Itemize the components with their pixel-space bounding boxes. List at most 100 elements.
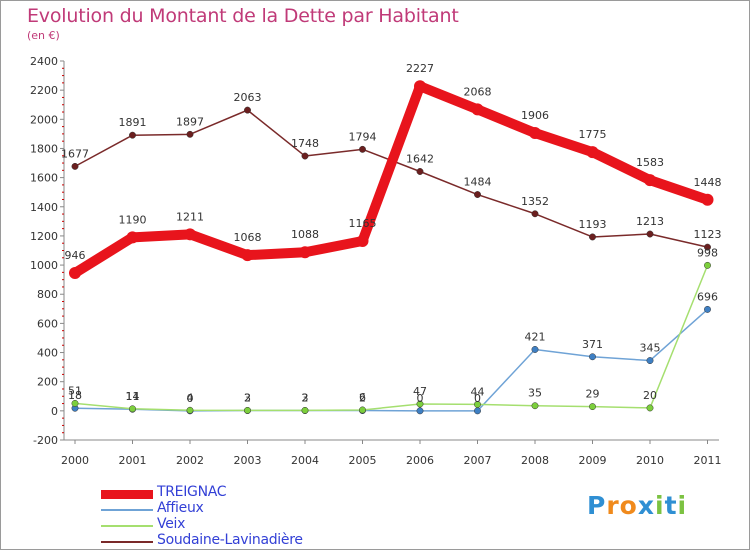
data-point-soudaine-lavinadi-re <box>71 162 79 170</box>
data-point-veix <box>186 406 194 414</box>
y-tick-label: 2200 <box>30 84 58 97</box>
proxiti-logo: Proxiti <box>587 491 687 520</box>
y-tick-label: 2000 <box>30 113 58 126</box>
series-line-affieux <box>74 308 709 412</box>
data-label-affieux: 345 <box>640 342 661 355</box>
data-point-veix <box>646 404 654 412</box>
data-label-affieux: 2 <box>359 392 366 405</box>
data-point-veix <box>244 406 251 414</box>
y-tick-label: 200 <box>37 376 58 389</box>
data-label-soudaine-lavinadi-re: 1352 <box>521 195 549 208</box>
legend-label: Veix <box>157 516 186 532</box>
data-point-treignac <box>126 231 139 244</box>
data-label-treignac: 1775 <box>579 128 607 141</box>
data-label-soudaine-lavinadi-re: 1677 <box>61 147 89 160</box>
x-tick-label: 2010 <box>636 454 664 467</box>
data-point-soudaine-lavinadi-re <box>531 210 539 218</box>
x-tick-label: 2004 <box>291 454 319 467</box>
data-label-veix: 29 <box>586 388 600 401</box>
data-label-affieux: 421 <box>525 330 546 343</box>
data-label-veix: 4 <box>187 391 194 404</box>
legend-swatch <box>101 525 153 527</box>
data-point-treignac <box>586 146 599 159</box>
x-tick-label: 2009 <box>579 454 607 467</box>
data-label-treignac: 1190 <box>119 213 147 226</box>
x-tick-label: 2002 <box>176 454 204 467</box>
data-label-veix: 20 <box>643 389 657 402</box>
data-label-veix: 47 <box>413 385 427 398</box>
legend-swatch <box>101 509 153 511</box>
chart-title: Evolution du Montant de la Dette par Hab… <box>27 5 459 27</box>
y-tick-label: 1400 <box>30 201 58 214</box>
data-label-treignac: 1906 <box>521 109 549 122</box>
series-line-soudaine-lavinadi-re <box>74 109 709 248</box>
logo-letter: i <box>655 491 665 520</box>
x-tick-label: 2000 <box>61 454 89 467</box>
y-tick-label: 1800 <box>30 142 58 155</box>
data-label-veix: 3 <box>244 391 251 404</box>
data-point-affieux <box>416 407 424 415</box>
data-label-veix: 35 <box>528 387 542 400</box>
data-point-veix <box>589 403 596 411</box>
data-point-treignac <box>356 235 369 248</box>
data-label-treignac: 1448 <box>694 176 722 189</box>
data-point-treignac <box>471 103 484 116</box>
y-tick-label: 1000 <box>30 259 58 272</box>
legend-label: Affieux <box>157 500 204 516</box>
data-point-soudaine-lavinadi-re <box>474 191 481 198</box>
data-point-soudaine-lavinadi-re <box>646 230 654 238</box>
data-label-soudaine-lavinadi-re: 1193 <box>579 218 607 231</box>
data-point-affieux <box>531 346 539 353</box>
y-tick-label: 400 <box>37 347 58 360</box>
x-tick-label: 2006 <box>406 454 434 467</box>
logo-letter: o <box>619 491 638 520</box>
data-point-soudaine-lavinadi-re <box>244 106 251 114</box>
data-label-soudaine-lavinadi-re: 1642 <box>406 152 434 165</box>
legend-label: Soudaine-Lavinadière <box>157 532 303 548</box>
data-point-veix <box>474 400 481 408</box>
data-label-soudaine-lavinadi-re: 1213 <box>636 215 664 228</box>
data-point-soudaine-lavinadi-re <box>589 233 596 241</box>
data-point-treignac <box>69 266 81 279</box>
y-tick-label: 2400 <box>30 55 58 68</box>
data-point-affieux <box>646 357 654 365</box>
data-label-veix: 14 <box>126 390 140 403</box>
data-label-veix: 51 <box>68 384 82 397</box>
data-point-soudaine-lavinadi-re <box>416 168 424 175</box>
logo-letter: P <box>587 491 607 520</box>
x-tick-label: 2011 <box>694 454 722 467</box>
data-label-affieux: 0 <box>417 392 424 405</box>
data-label-treignac: 2227 <box>406 62 434 75</box>
logo-letter: i <box>677 491 688 520</box>
data-label-treignac: 1583 <box>636 156 664 169</box>
data-label-treignac: 1088 <box>291 228 319 241</box>
chart-subtitle: (en €) <box>27 29 60 42</box>
data-label-affieux: 18 <box>68 389 82 402</box>
data-point-veix <box>704 261 711 269</box>
y-tick-label: 1200 <box>30 230 58 243</box>
series-line-treignac <box>70 81 713 278</box>
data-label-treignac: 2068 <box>464 85 492 98</box>
data-label-veix: 998 <box>697 246 718 259</box>
data-point-soudaine-lavinadi-re <box>129 131 136 139</box>
data-label-soudaine-lavinadi-re: 1897 <box>176 115 204 128</box>
data-label-affieux: 371 <box>582 338 603 351</box>
data-point-soudaine-lavinadi-re <box>301 152 309 160</box>
data-label-treignac: 1211 <box>176 210 204 223</box>
data-point-veix <box>301 406 309 414</box>
data-point-affieux <box>589 353 596 361</box>
data-point-soudaine-lavinadi-re <box>359 145 366 153</box>
logo-letter: t <box>664 491 678 520</box>
data-point-treignac <box>184 228 196 241</box>
data-label-soudaine-lavinadi-re: 1748 <box>291 137 319 150</box>
y-tick-label: 800 <box>37 288 58 301</box>
x-tick-label: 2008 <box>521 454 549 467</box>
data-label-affieux: 0 <box>187 392 194 405</box>
data-point-treignac <box>529 127 541 140</box>
y-tick-label: 1600 <box>30 172 58 185</box>
data-point-affieux <box>474 407 481 415</box>
data-label-affieux: 696 <box>697 290 718 303</box>
data-label-soudaine-lavinadi-re: 1123 <box>694 228 722 241</box>
data-label-affieux: 11 <box>126 390 140 403</box>
data-label-soudaine-lavinadi-re: 1484 <box>464 176 492 189</box>
